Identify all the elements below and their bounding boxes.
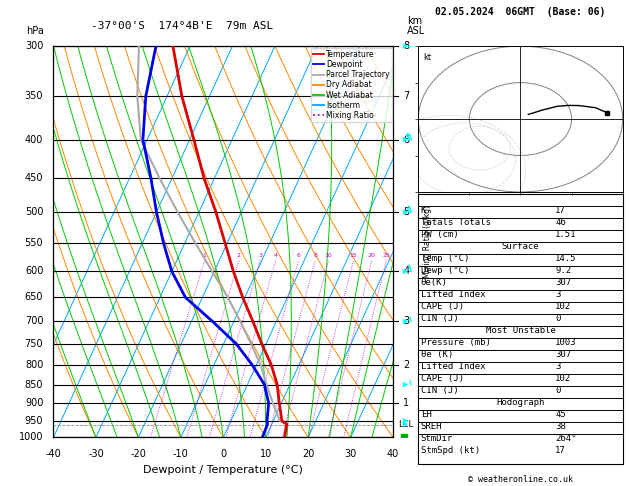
Text: 4: 4 xyxy=(403,266,409,277)
Text: 0: 0 xyxy=(220,449,226,459)
Text: 25: 25 xyxy=(382,253,390,259)
Text: 102: 102 xyxy=(555,302,571,312)
Text: 900: 900 xyxy=(25,398,43,408)
Text: 0: 0 xyxy=(555,386,560,395)
Text: 15: 15 xyxy=(350,253,357,259)
Text: PW (cm): PW (cm) xyxy=(421,230,459,240)
Text: Dewp (°C): Dewp (°C) xyxy=(421,266,469,276)
Text: 5: 5 xyxy=(403,207,409,217)
Text: 450: 450 xyxy=(25,173,43,183)
Text: 20: 20 xyxy=(368,253,376,259)
Text: 14.5: 14.5 xyxy=(555,254,577,263)
Text: 02.05.2024  06GMT  (Base: 06): 02.05.2024 06GMT (Base: 06) xyxy=(435,7,606,17)
Text: CIN (J): CIN (J) xyxy=(421,386,459,395)
Text: Temp (°C): Temp (°C) xyxy=(421,254,469,263)
Text: 850: 850 xyxy=(25,380,43,390)
Text: CAPE (J): CAPE (J) xyxy=(421,302,464,312)
Text: 300: 300 xyxy=(25,41,43,51)
Text: 264°: 264° xyxy=(555,434,577,443)
Text: CIN (J): CIN (J) xyxy=(421,314,459,323)
Text: 46: 46 xyxy=(555,218,566,227)
Text: 45: 45 xyxy=(555,410,566,419)
Text: 500: 500 xyxy=(25,207,43,217)
Text: kt: kt xyxy=(423,53,431,63)
Text: 8: 8 xyxy=(403,41,409,51)
Text: -30: -30 xyxy=(88,449,104,459)
Text: SREH: SREH xyxy=(421,422,442,431)
Text: Surface: Surface xyxy=(502,243,539,251)
Text: 750: 750 xyxy=(25,339,43,349)
Text: 38: 38 xyxy=(555,422,566,431)
Text: 40: 40 xyxy=(387,449,399,459)
Text: -37°00'S  174°4B'E  79m ASL: -37°00'S 174°4B'E 79m ASL xyxy=(91,20,274,31)
Text: 3: 3 xyxy=(555,362,560,371)
Text: 17: 17 xyxy=(555,446,566,455)
Text: K: K xyxy=(421,207,426,215)
Text: StmDir: StmDir xyxy=(421,434,453,443)
Text: 400: 400 xyxy=(25,135,43,145)
Text: Dewpoint / Temperature (°C): Dewpoint / Temperature (°C) xyxy=(143,465,303,475)
Text: 102: 102 xyxy=(555,374,571,383)
Text: θe(K): θe(K) xyxy=(421,278,448,287)
Text: -10: -10 xyxy=(173,449,189,459)
Text: -20: -20 xyxy=(130,449,147,459)
Text: -40: -40 xyxy=(45,449,62,459)
Text: 1.51: 1.51 xyxy=(555,230,577,240)
Text: θe (K): θe (K) xyxy=(421,350,453,359)
Text: 6: 6 xyxy=(297,253,301,259)
Text: Totals Totals: Totals Totals xyxy=(421,218,491,227)
Text: 10: 10 xyxy=(260,449,272,459)
Text: 1: 1 xyxy=(403,398,409,408)
Text: Lifted Index: Lifted Index xyxy=(421,290,486,299)
Text: © weatheronline.co.uk: © weatheronline.co.uk xyxy=(468,474,573,484)
Text: 8: 8 xyxy=(313,253,317,259)
Text: 3: 3 xyxy=(403,316,409,327)
Text: 700: 700 xyxy=(25,316,43,327)
Text: 30: 30 xyxy=(345,449,357,459)
Text: 800: 800 xyxy=(25,360,43,370)
Text: 550: 550 xyxy=(25,238,43,248)
Text: 350: 350 xyxy=(25,91,43,101)
Text: 20: 20 xyxy=(302,449,314,459)
Text: Lifted Index: Lifted Index xyxy=(421,362,486,371)
Text: 9.2: 9.2 xyxy=(555,266,571,276)
Text: 307: 307 xyxy=(555,278,571,287)
Text: 650: 650 xyxy=(25,293,43,302)
Text: 1000: 1000 xyxy=(19,433,43,442)
Text: StmSpd (kt): StmSpd (kt) xyxy=(421,446,480,455)
Text: CAPE (J): CAPE (J) xyxy=(421,374,464,383)
Text: 7: 7 xyxy=(403,91,409,101)
Text: 600: 600 xyxy=(25,266,43,277)
Text: 950: 950 xyxy=(25,416,43,426)
Text: 1: 1 xyxy=(203,253,207,259)
Text: hPa: hPa xyxy=(26,26,44,36)
Text: EH: EH xyxy=(421,410,431,419)
Text: 307: 307 xyxy=(555,350,571,359)
Text: 3: 3 xyxy=(258,253,262,259)
Text: 6: 6 xyxy=(403,135,409,145)
Text: 2: 2 xyxy=(237,253,241,259)
Text: LCL: LCL xyxy=(398,420,413,429)
Text: Mixing Ratio (g/kg): Mixing Ratio (g/kg) xyxy=(423,205,431,278)
Text: 10: 10 xyxy=(325,253,333,259)
Text: 4: 4 xyxy=(274,253,278,259)
Text: 17: 17 xyxy=(555,207,566,215)
Text: 3: 3 xyxy=(555,290,560,299)
Text: 0: 0 xyxy=(555,314,560,323)
Text: Hodograph: Hodograph xyxy=(496,398,545,407)
Legend: Temperature, Dewpoint, Parcel Trajectory, Dry Adiabat, Wet Adiabat, Isotherm, Mi: Temperature, Dewpoint, Parcel Trajectory… xyxy=(311,48,392,122)
Text: km
ASL: km ASL xyxy=(407,17,425,36)
Text: Most Unstable: Most Unstable xyxy=(486,326,555,335)
Text: 2: 2 xyxy=(403,360,409,370)
Text: 1003: 1003 xyxy=(555,338,577,347)
Text: Pressure (mb): Pressure (mb) xyxy=(421,338,491,347)
